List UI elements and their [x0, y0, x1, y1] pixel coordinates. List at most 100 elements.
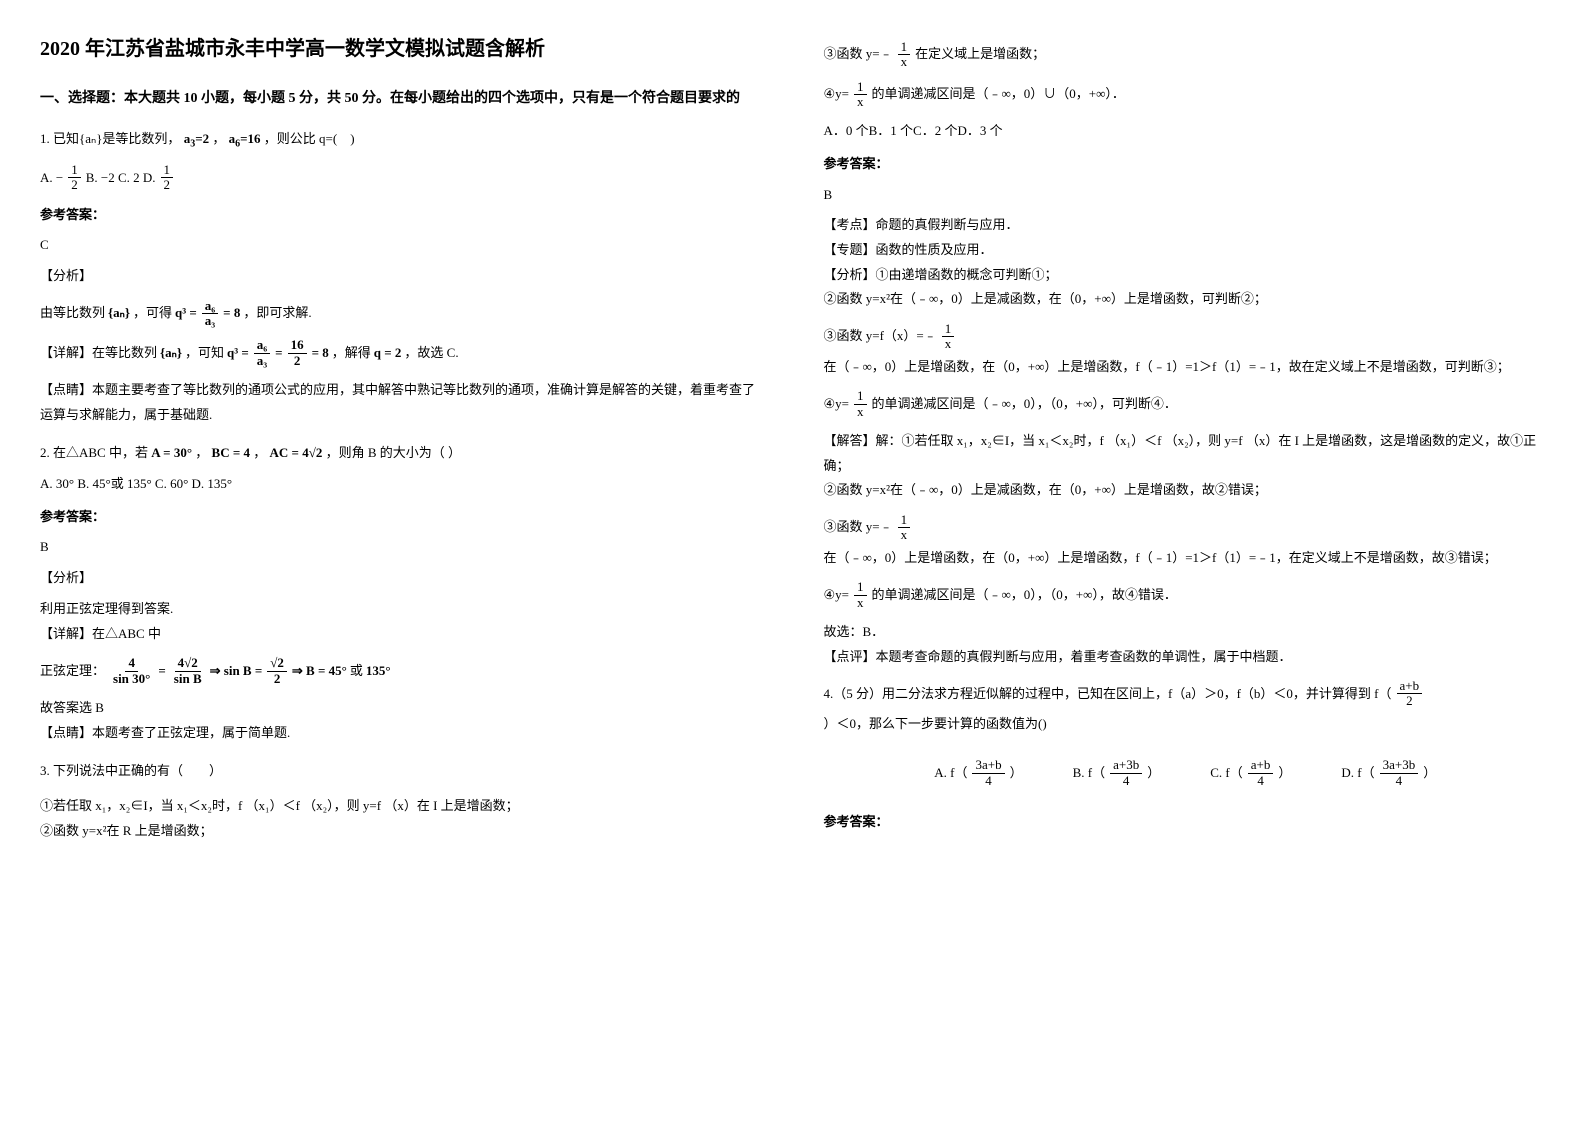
q3-fenxi2: ②函数 y=x²在（﹣∞，0）上是减函数，在（0，+∞）上是增函数，可判断②；	[824, 287, 1548, 312]
q4-C-suf: ）	[1278, 761, 1291, 786]
q3-pick: 故选：B．	[824, 620, 1548, 645]
q4-C-den: 4	[1254, 774, 1267, 788]
q4-C-pre: C. f（	[1210, 761, 1243, 786]
q2-sinelabel: 正弦定理：	[40, 659, 105, 684]
q3-jd4-suf: 的单调递减区间是（﹣∞，0），（0，+∞），故④错误．	[872, 583, 1177, 608]
section1-header: 一、选择题：本大题共 10 小题，每小题 5 分，共 50 分。在每小题给出的四…	[40, 86, 764, 113]
q1-an-pre: 由等比数列	[40, 301, 105, 326]
q2-f1n: 4	[125, 656, 138, 671]
q1-det-frac2: 16 2	[288, 338, 307, 368]
page-title: 2020 年江苏省盐城市永丰中学高一数学文模拟试题含解析	[40, 30, 764, 68]
q2-ans-label: 参考答案：	[40, 505, 764, 530]
q4-A-num: 3a+b	[972, 758, 1004, 773]
q3-jd3-num: 1	[898, 513, 911, 528]
q4-D-den: 4	[1393, 774, 1406, 788]
q3-s3-num: 1	[898, 40, 911, 55]
left-column: 2020 年江苏省盐城市永丰中学高一数学文模拟试题含解析 一、选择题：本大题共 …	[40, 30, 764, 857]
q4-D-frac: 3a+3b 4	[1380, 758, 1419, 788]
q1-det-rhs: = 8	[312, 341, 329, 366]
q2-pre: 2. 在△ABC 中，若	[40, 445, 148, 460]
q1-det-suf: ，解得	[332, 341, 371, 366]
q3-s4-num: 1	[854, 80, 867, 95]
q3-fx4-frac: 1 x	[854, 389, 867, 419]
q3-s1: ①若任取 x₁，x₂∈I，当 x₁＜x₂时，f （x₁）＜f （x₂），则 y=…	[40, 794, 764, 819]
q4-C-frac: a+b 4	[1248, 758, 1274, 788]
q1-optD-num: 1	[161, 163, 174, 178]
q3-fx3-num: 1	[942, 322, 955, 337]
q3-stem: 3. 下列说法中正确的有（ ）	[40, 759, 764, 784]
q3-fx4-num: 1	[854, 389, 867, 404]
q4-B-den: 4	[1120, 774, 1133, 788]
q4-D-suf: ）	[1423, 761, 1436, 786]
q3-s4-pre: ④y=	[824, 82, 850, 107]
q1-stem: 1. 已知{aₙ}是等比数列， a3=2 ， a6=16 ，则公比 q=( )	[40, 127, 764, 154]
q4-C-num: a+b	[1248, 758, 1274, 773]
q3-fx4: ④y= 1 x 的单调递减区间是（﹣∞，0），（0，+∞），可判断④．	[824, 389, 1548, 419]
q3-fenxi-label: 【分析】①由递增函数的概念可判断①；	[824, 263, 1548, 288]
page-container: 2020 年江苏省盐城市永丰中学高一数学文模拟试题含解析 一、选择题：本大题共 …	[40, 30, 1547, 857]
q1-optA-den: 2	[68, 178, 81, 192]
q2-ar1: ⇒ sin B =	[210, 659, 263, 684]
q4-A-suf: ）	[1010, 761, 1023, 786]
q3-zhuanti: 【专题】函数的性质及应用．	[824, 238, 1548, 263]
question-3-left: 3. 下列说法中正确的有（ ） ①若任取 x₁，x₂∈I，当 x₁＜x₂时，f …	[40, 759, 764, 843]
q3-s3-suf: 在定义域上是增函数；	[915, 42, 1045, 67]
q1-an-mid: ，可得	[133, 301, 172, 326]
q3-fx4-suf: 的单调递减区间是（﹣∞，0），（0，+∞），可判断④．	[872, 392, 1177, 417]
q1-optD-den: 2	[161, 178, 174, 192]
q3-jd3-frac: 1 x	[898, 513, 911, 543]
q2-eq1: =	[158, 659, 165, 684]
q3-jd4-pre: ④y=	[824, 583, 850, 608]
q4-optD: D. f（ 3a+3b 4 ）	[1341, 758, 1436, 788]
q1-det-label: 【详解】在等比数列	[40, 341, 157, 366]
q4-pre: 4.（5 分）用二分法求方程近似解的过程中，已知在区间上，f（a）＞0，f（b）…	[824, 682, 1392, 707]
q3-s4: ④y= 1 x 的单调递减区间是（﹣∞，0）∪（0，+∞）．	[824, 80, 1548, 110]
q3-jd3-pre: ③函数 y=﹣	[824, 515, 893, 540]
q3-fx4-pre: ④y=	[824, 392, 850, 417]
q1-stem-prefix: 1. 已知{aₙ}是等比数列，	[40, 131, 180, 146]
q3-s4-frac: 1 x	[854, 80, 867, 110]
q4-suf: ）＜0，那么下一步要计算的函数值为()	[824, 712, 1047, 737]
q1-det-d2: 2	[291, 354, 304, 368]
q2-sine: 正弦定理： 4 sin 30° = 4√2 sin B ⇒ sin B = √2…	[40, 656, 764, 686]
q1-analysis-label: 【分析】	[40, 264, 764, 289]
question-4: 4.（5 分）用二分法求方程近似解的过程中，已知在区间上，f（a）＞0，f（b）…	[824, 679, 1548, 835]
q2-ar2: ⇒ B = 45°	[292, 659, 347, 684]
q1-det-n1: a₆	[254, 338, 270, 353]
q1-an-num: a₆	[202, 299, 218, 314]
q3-options: A．0 个B．1 个C．2 个D．3 个	[824, 119, 1548, 144]
q1-an-den: a₃	[202, 314, 218, 328]
q1-det-mid: ，可知	[185, 341, 224, 366]
q1-cm1: ，	[212, 131, 225, 146]
q4-optA: A. f（ 3a+b 4 ）	[934, 758, 1022, 788]
q1-c1e: =2	[195, 131, 209, 146]
q2-ans: B	[40, 535, 764, 560]
q2-f3: √2 2	[267, 656, 287, 686]
q4-B-num: a+3b	[1110, 758, 1142, 773]
q2-f3d: 2	[271, 672, 284, 686]
q2-f3n: √2	[267, 656, 287, 671]
q2-analysis: 利用正弦定理得到答案.	[40, 597, 764, 622]
q4-optC: C. f（ a+b 4 ）	[1210, 758, 1291, 788]
q4-B-frac: a+3b 4	[1110, 758, 1142, 788]
q3-s4-suf: 的单调递减区间是（﹣∞，0）∪（0，+∞）．	[872, 82, 1125, 107]
q3-jd3-suf: 在（﹣∞，0）上是增函数，在（0，+∞）上是增函数，f（﹣1）=1＞f（1）=﹣…	[824, 546, 1497, 571]
q3-jd4-den: x	[854, 596, 867, 610]
q3-fx3: ③函数 y=f（x）=﹣ 1 x 在（﹣∞，0）上是增函数，在（0，+∞）上是增…	[824, 322, 1548, 379]
q2-ac: AC = 4√2	[270, 445, 323, 460]
q1-det-q: q = 2	[374, 341, 402, 366]
q3-s3-frac: 1 x	[898, 40, 911, 70]
q2-alt: 135°	[366, 659, 391, 684]
right-column: ③函数 y=﹣ 1 x 在定义域上是增函数； ④y= 1 x 的单调递减区间是（…	[824, 30, 1548, 857]
question-2: 2. 在△ABC 中，若 A = 30° ， BC = 4 ， AC = 4√2…	[40, 441, 764, 745]
q3-fx3-pre: ③函数 y=f（x）=﹣	[824, 324, 937, 349]
q2-f1d: sin 30°	[110, 672, 153, 686]
q4-num: a+b	[1397, 679, 1423, 694]
q2-pickb: 故答案选 B	[40, 696, 764, 721]
q1-det-end: ，故选 C.	[404, 341, 458, 366]
q1-optA-frac: 1 2	[68, 163, 81, 193]
q1-det-mid2: =	[275, 341, 282, 366]
q3-s3-den: x	[898, 55, 911, 69]
q3-jd3: ③函数 y=﹣ 1 x 在（﹣∞，0）上是增函数，在（0，+∞）上是增函数，f（…	[824, 513, 1548, 570]
q3-fx3-den: x	[942, 337, 955, 351]
